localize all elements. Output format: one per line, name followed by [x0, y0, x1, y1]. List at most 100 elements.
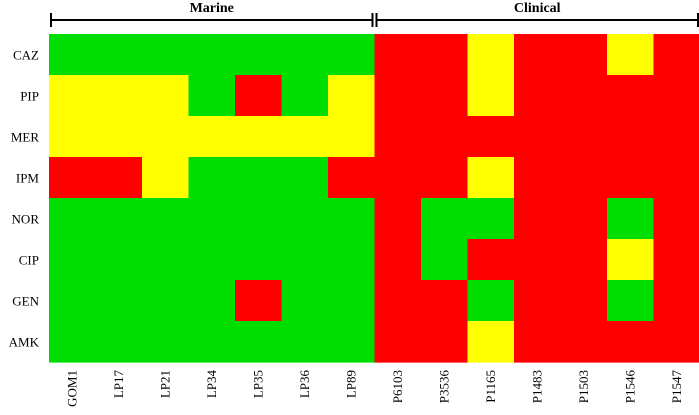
heatmap-cell — [281, 239, 329, 281]
row-label: AMK — [9, 335, 40, 350]
heatmap-cell — [95, 116, 143, 158]
heatmap-cell — [95, 280, 143, 322]
heatmap-cell — [188, 116, 236, 158]
heatmap-cell — [95, 34, 143, 76]
heatmap-cell — [142, 280, 190, 322]
column-label: LP35 — [250, 370, 265, 398]
group-brackets — [50, 13, 699, 27]
heatmap-cell — [421, 34, 469, 76]
heatmap-cell — [607, 75, 655, 117]
heatmap-cell — [235, 75, 283, 117]
heatmap-cell — [142, 157, 190, 199]
heatmap-cell — [281, 116, 329, 158]
column-label: LP89 — [343, 370, 358, 398]
heatmap-cell — [95, 75, 143, 117]
heatmap-cell — [514, 280, 562, 322]
heatmap-cell — [514, 198, 562, 240]
column-label: P1483 — [529, 370, 544, 403]
heatmap-cell — [421, 157, 469, 199]
heatmap-cell — [467, 116, 515, 158]
heatmap-cell — [235, 280, 283, 322]
heatmap-cell — [142, 239, 190, 281]
heatmap-cell — [421, 280, 469, 322]
row-label: NOR — [12, 212, 40, 227]
heatmap-cell — [328, 157, 376, 199]
heatmap-cell — [514, 239, 562, 281]
row-label: MER — [11, 130, 40, 145]
heatmap-cell — [514, 321, 562, 363]
heatmap-cell — [235, 157, 283, 199]
heatmap-cell — [95, 198, 143, 240]
column-label: P6103 — [390, 370, 405, 403]
heatmap-cell — [49, 157, 97, 199]
heatmap-cell — [188, 157, 236, 199]
heatmap-cell — [607, 116, 655, 158]
heatmap-cell — [560, 280, 608, 322]
heatmap-cell — [235, 239, 283, 281]
column-label: LP17 — [111, 370, 126, 399]
column-label: P1503 — [576, 370, 591, 403]
heatmap-cell — [328, 116, 376, 158]
heatmap-cell — [281, 157, 329, 199]
heatmap-cell — [188, 239, 236, 281]
heatmap-cell — [49, 280, 97, 322]
heatmap-cell — [514, 34, 562, 76]
heatmap-cell — [374, 239, 422, 281]
heatmap-cell — [653, 34, 699, 76]
heatmap-cell — [560, 75, 608, 117]
heatmap-cell — [281, 321, 329, 363]
heatmap-cell — [467, 34, 515, 76]
heatmap-cell — [467, 198, 515, 240]
heatmap-cell — [281, 34, 329, 76]
heatmap-cell — [653, 280, 699, 322]
heatmap-cell — [421, 239, 469, 281]
heatmap-cell — [142, 321, 190, 363]
heatmap-cell — [49, 116, 97, 158]
heatmap-cell — [467, 157, 515, 199]
group-labels: Marine Clinical — [190, 1, 561, 16]
heatmap-cell — [142, 116, 190, 158]
heatmap-cell — [607, 157, 655, 199]
heatmap-cell — [328, 239, 376, 281]
heatmap-cell — [421, 116, 469, 158]
heatmap-cell — [374, 157, 422, 199]
heatmap-cell — [514, 116, 562, 158]
heatmap-cell — [188, 198, 236, 240]
heatmap-cell — [188, 321, 236, 363]
heatmap-cell — [374, 75, 422, 117]
heatmap-cell — [49, 198, 97, 240]
heatmap-cell — [374, 34, 422, 76]
heatmap-cell — [95, 157, 143, 199]
row-label: IPM — [16, 171, 40, 186]
heatmap-cell — [374, 116, 422, 158]
heatmap-cell — [607, 280, 655, 322]
column-label: P1546 — [622, 370, 637, 404]
heatmap-cell — [328, 198, 376, 240]
heatmap-cell — [467, 239, 515, 281]
heatmap-cell — [560, 239, 608, 281]
heatmap-cell — [653, 75, 699, 117]
heatmap-cell — [188, 75, 236, 117]
heatmap-cell — [49, 321, 97, 363]
heatmap-cell — [374, 280, 422, 322]
heatmap-cell — [235, 321, 283, 363]
heatmap-cell — [514, 75, 562, 117]
row-label: PIP — [20, 89, 39, 104]
heatmap-cell — [607, 321, 655, 363]
heatmap-cell — [142, 34, 190, 76]
row-labels: CAZ PIP MER IPM NOR CIP GEN AMK — [9, 48, 40, 350]
heatmap-cell — [560, 34, 608, 76]
heatmap-cell — [235, 34, 283, 76]
heatmap-cell — [142, 75, 190, 117]
column-label: P1165 — [483, 370, 498, 403]
group-label: Marine — [190, 1, 234, 16]
row-label: CIP — [19, 253, 39, 268]
heatmap-cell — [607, 34, 655, 76]
heatmap-cell — [560, 157, 608, 199]
heatmap-cell — [607, 239, 655, 281]
column-label: LP36 — [297, 370, 312, 399]
heatmap-cell — [235, 116, 283, 158]
heatmap-cell — [49, 34, 97, 76]
heatmap-cell — [560, 321, 608, 363]
